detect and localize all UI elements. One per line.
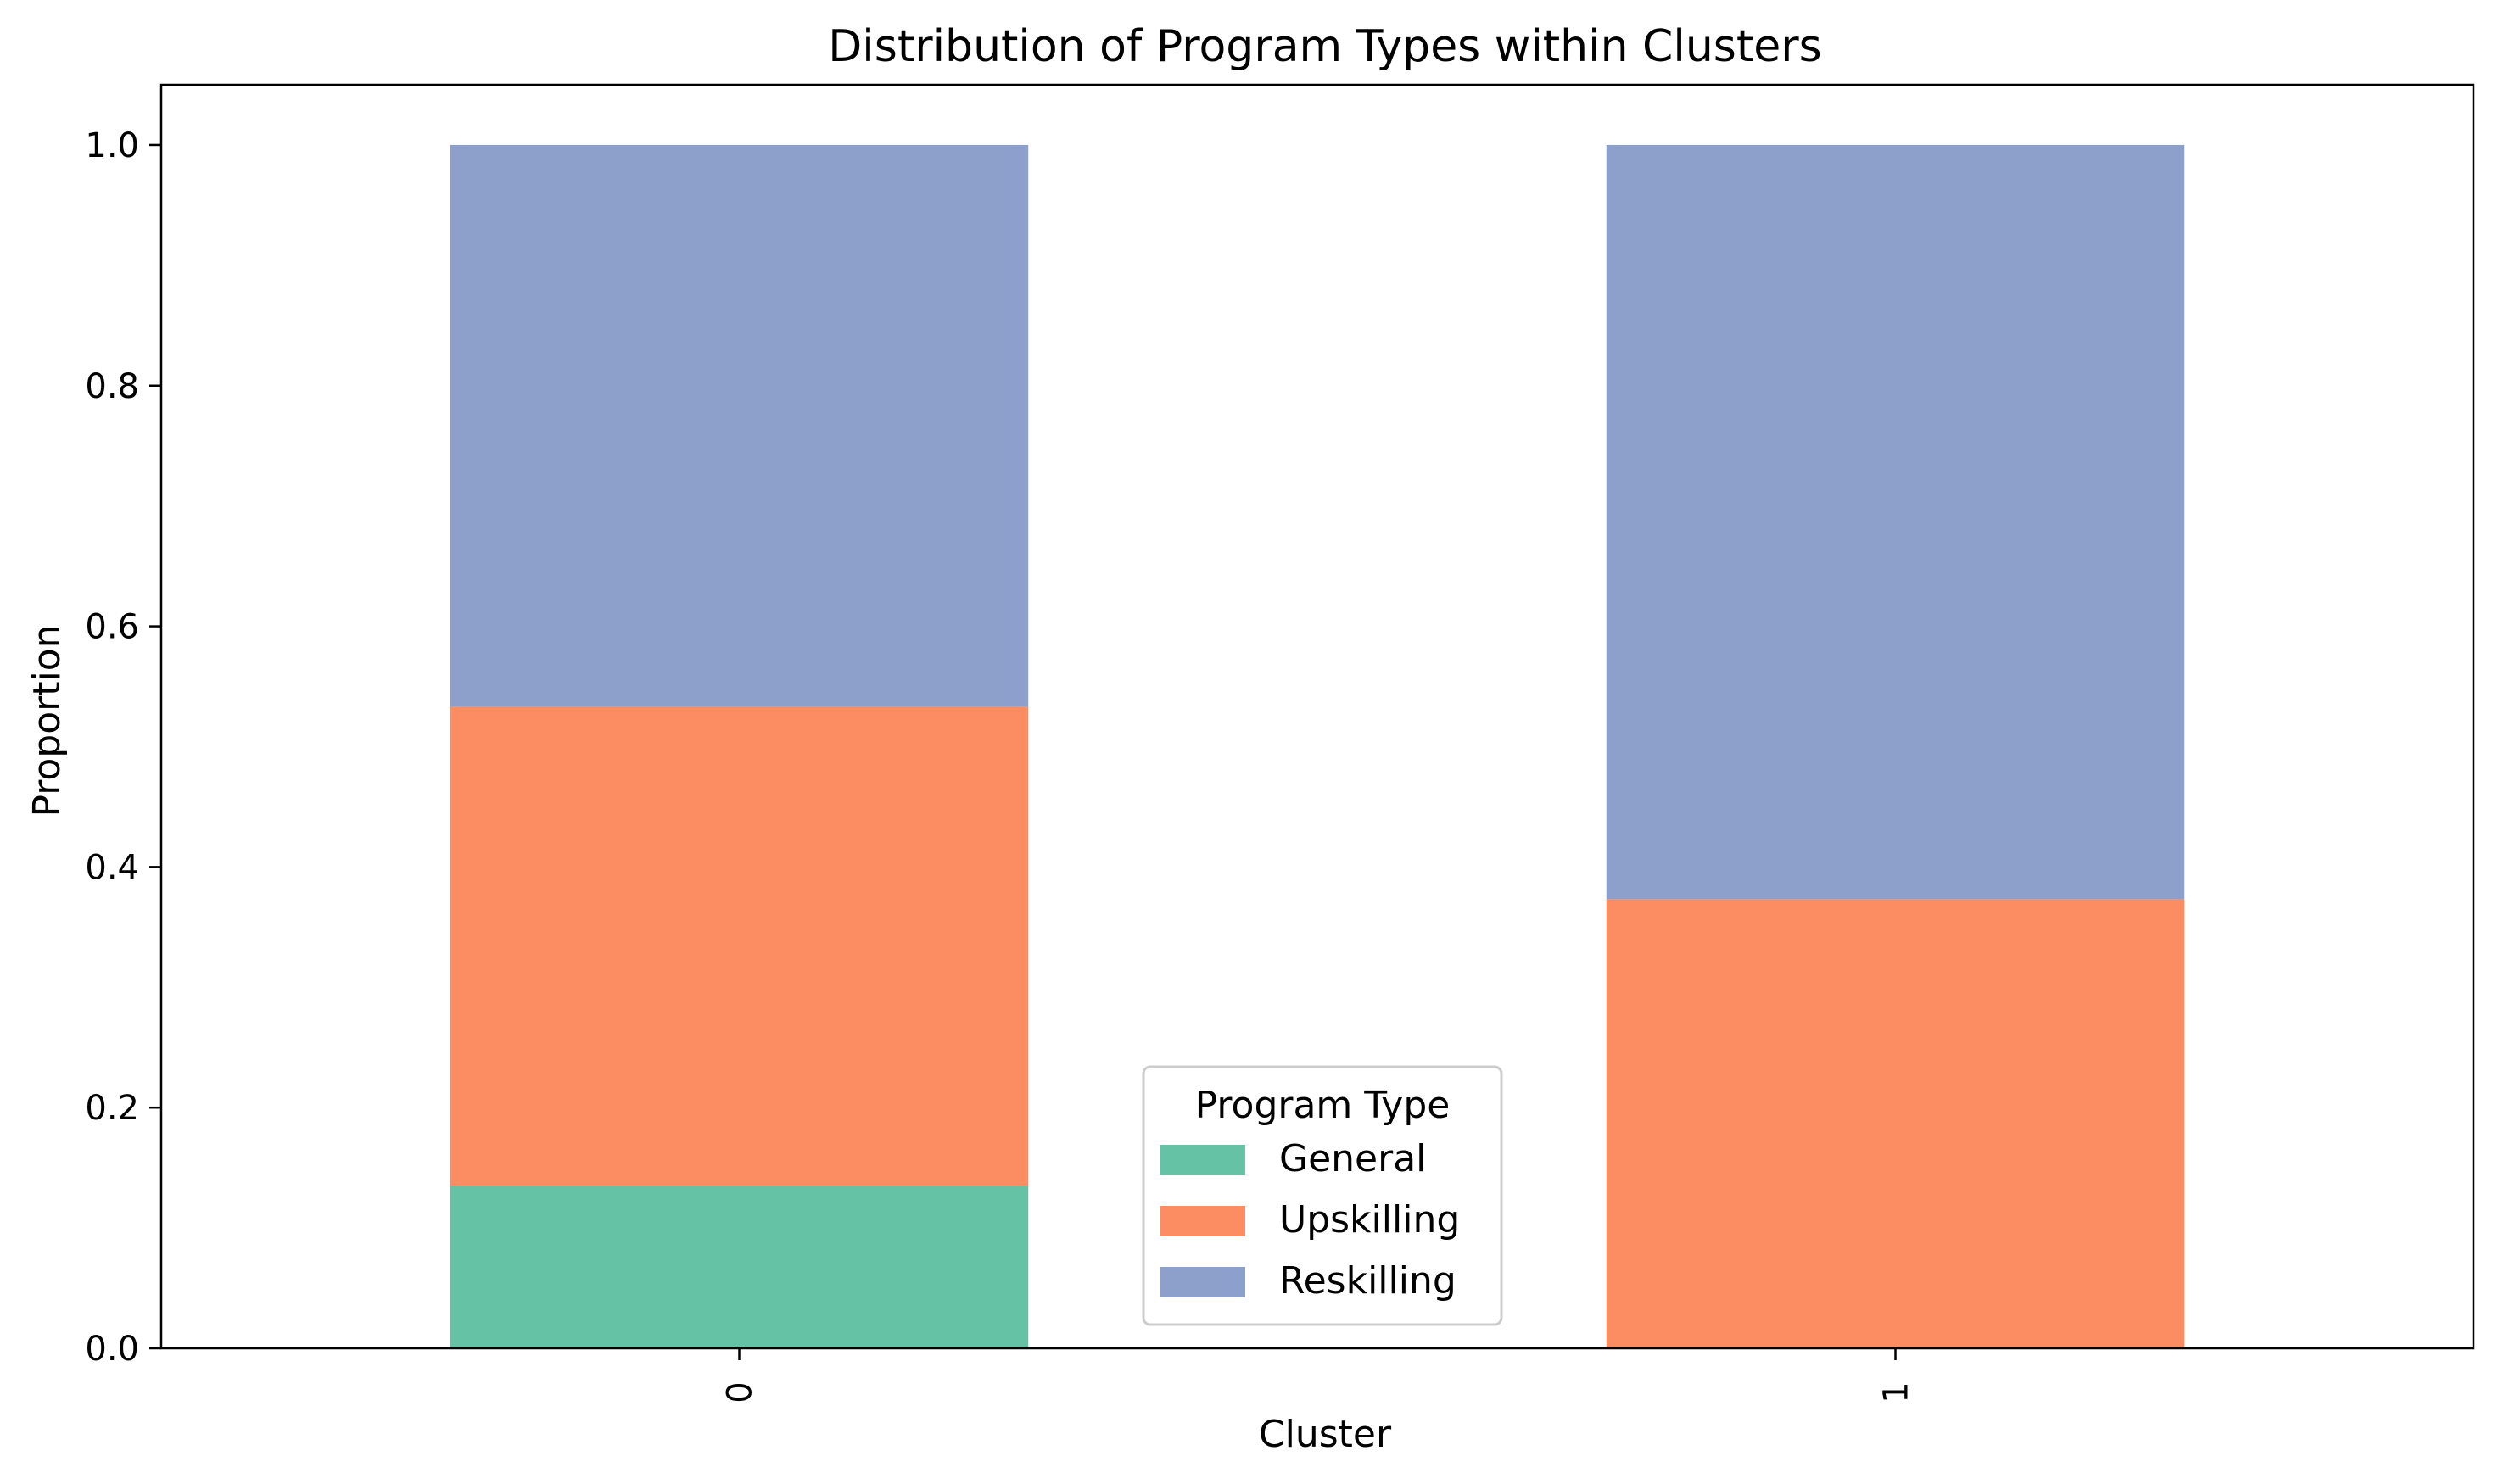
bar-cluster-1-reskilling	[1606, 144, 2185, 900]
x-tick-label: 1	[1877, 1381, 1916, 1403]
y-axis-label: Proportion	[25, 624, 69, 817]
legend-label-reskilling: Reskilling	[1279, 1259, 1456, 1303]
legend-title: Program Type	[1195, 1084, 1451, 1127]
legend-frame	[1142, 1065, 1503, 1326]
y-tick-label: 0.4	[85, 848, 139, 887]
x-axis-label: Cluster	[1259, 1413, 1392, 1456]
plot-frame	[159, 83, 2475, 1350]
bars-layer	[450, 144, 2185, 1348]
y-tick-label: 1.0	[85, 126, 139, 165]
bar-cluster-0-reskilling	[450, 144, 1029, 707]
legend-swatch-general	[1160, 1145, 1245, 1175]
axes-layer: 0.0 0.2 0.4 0.6 0.8 1.0 0 1	[85, 83, 2475, 1403]
bar-cluster-0-upskilling	[450, 706, 1029, 1186]
legend-swatch-reskilling	[1160, 1267, 1245, 1297]
y-tick-label: 0.2	[85, 1089, 139, 1128]
legend-swatch-upskilling	[1160, 1206, 1245, 1236]
y-tick-label: 0.0	[85, 1330, 139, 1369]
legend-label-general: General	[1279, 1137, 1426, 1180]
bar-cluster-1-upskilling	[1606, 899, 2185, 1348]
x-tick-label: 0	[721, 1381, 760, 1403]
y-tick-label: 0.6	[85, 608, 139, 647]
legend-label-upskilling: Upskilling	[1279, 1198, 1460, 1241]
bar-cluster-0-general	[450, 1186, 1029, 1348]
chart-title: Distribution of Program Types within Clu…	[828, 21, 1821, 72]
y-tick-label: 0.8	[85, 367, 139, 406]
legend: Program Type General Upskilling Reskilling	[1142, 1065, 1503, 1326]
